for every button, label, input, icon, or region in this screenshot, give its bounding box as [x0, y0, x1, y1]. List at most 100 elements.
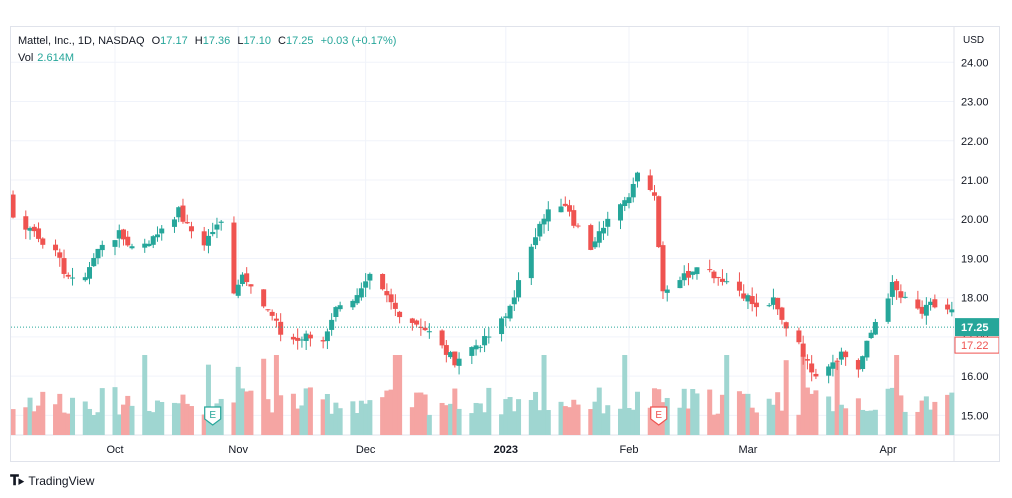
- open-value: 17.17: [160, 35, 188, 47]
- candle-body: [511, 297, 517, 305]
- candle-body: [533, 237, 539, 246]
- candle-body: [898, 291, 904, 298]
- candle-body: [605, 218, 611, 227]
- x-tick-label: Apr: [880, 444, 897, 456]
- candle-body: [779, 307, 785, 320]
- volume-bar: [125, 395, 131, 435]
- volume-bar: [70, 397, 76, 435]
- candle-body: [499, 318, 505, 335]
- candle-body: [210, 231, 216, 235]
- candle-body: [350, 300, 356, 308]
- candle-body: [864, 340, 870, 358]
- candle-body: [278, 321, 284, 335]
- volume-bar: [235, 366, 241, 435]
- candle-body: [87, 267, 93, 279]
- high-value: 17.36: [202, 35, 231, 47]
- volume-bar: [473, 402, 479, 435]
- candle-body: [516, 280, 522, 298]
- candle-body: [392, 302, 398, 309]
- candle-body: [65, 274, 71, 277]
- volume-bar: [159, 401, 165, 435]
- earnings-icon: [204, 406, 222, 426]
- volume-bar: [775, 392, 781, 435]
- volume-bar: [36, 405, 42, 435]
- volume-bar: [592, 401, 598, 435]
- candle-body: [307, 334, 313, 339]
- candle-body: [426, 331, 432, 333]
- volume-bar: [711, 414, 717, 435]
- volume-bar: [354, 413, 360, 435]
- volume-bar: [53, 404, 59, 435]
- candle-body: [919, 306, 925, 314]
- candle-body: [23, 216, 29, 230]
- volume-bar: [273, 355, 279, 435]
- candle-body: [770, 297, 776, 305]
- candle-body: [184, 222, 190, 224]
- candle-body: [36, 228, 42, 239]
- volume-bar: [796, 414, 802, 435]
- volume-bar: [112, 387, 118, 435]
- volume-bar: [265, 399, 271, 435]
- candle-body: [541, 218, 547, 225]
- volume-bar: [380, 397, 386, 435]
- volume-bar: [779, 410, 785, 435]
- candle-body: [932, 299, 938, 308]
- volume-bar: [418, 392, 424, 435]
- volume-bar: [541, 355, 547, 435]
- y-tick-label: 23.00: [961, 97, 989, 109]
- candle-body: [409, 318, 415, 323]
- candle-body: [724, 281, 730, 283]
- volume-bar: [307, 387, 313, 435]
- candle-body: [830, 362, 836, 369]
- volume-bar: [753, 412, 759, 435]
- candle-body: [188, 226, 194, 232]
- candle-body: [218, 221, 224, 223]
- candle-body: [358, 288, 364, 298]
- candle-body: [622, 200, 628, 207]
- candle-body: [690, 271, 696, 275]
- volume-bar: [27, 397, 33, 435]
- candle-body: [120, 229, 126, 240]
- candle-body: [715, 277, 721, 279]
- volume-bar: [503, 399, 509, 435]
- candle-body: [634, 172, 640, 182]
- volume-bar: [278, 395, 284, 435]
- tradingview-logo-icon: 𝐓▸: [10, 472, 24, 488]
- candle-body: [664, 289, 670, 293]
- volume-bar: [949, 392, 955, 435]
- candle-body: [753, 302, 759, 308]
- volume-bar: [902, 411, 908, 435]
- candle-body: [11, 194, 16, 218]
- candle-body: [507, 305, 513, 319]
- volume-bar: [486, 387, 492, 435]
- candle-body: [889, 282, 895, 297]
- candle-body: [57, 252, 63, 258]
- candlestick-chart[interactable]: 15.0016.0017.0018.0019.0020.0021.0022.00…: [11, 27, 999, 461]
- candle-body: [414, 320, 420, 325]
- volume-bar: [95, 412, 101, 435]
- candle-body: [363, 281, 369, 288]
- candle-body: [558, 206, 564, 213]
- legend-volume: Vol 2.614M: [18, 52, 74, 64]
- candle-body: [800, 343, 806, 357]
- volume-bar: [87, 408, 93, 435]
- candle-body: [214, 224, 220, 230]
- vol-label: Vol: [18, 52, 34, 64]
- candle-body: [31, 226, 37, 232]
- volume-bar: [528, 399, 534, 435]
- volume-bar: [596, 387, 602, 435]
- candle-body: [150, 236, 156, 245]
- candle-body: [745, 295, 751, 302]
- change-value: +0.03 (+0.17%): [320, 35, 397, 47]
- volume-bar: [843, 408, 849, 435]
- x-tick-label: 2023: [494, 444, 518, 456]
- candle-body: [324, 331, 330, 342]
- volume-bar: [707, 389, 713, 435]
- open-label: O: [151, 35, 161, 47]
- candle-body: [872, 322, 878, 335]
- volume-bar: [363, 403, 369, 435]
- candle-body: [855, 360, 861, 370]
- volume-bar: [511, 411, 517, 435]
- candle-body: [176, 207, 182, 218]
- footer-brand[interactable]: 𝐓▸ TradingView: [10, 472, 94, 489]
